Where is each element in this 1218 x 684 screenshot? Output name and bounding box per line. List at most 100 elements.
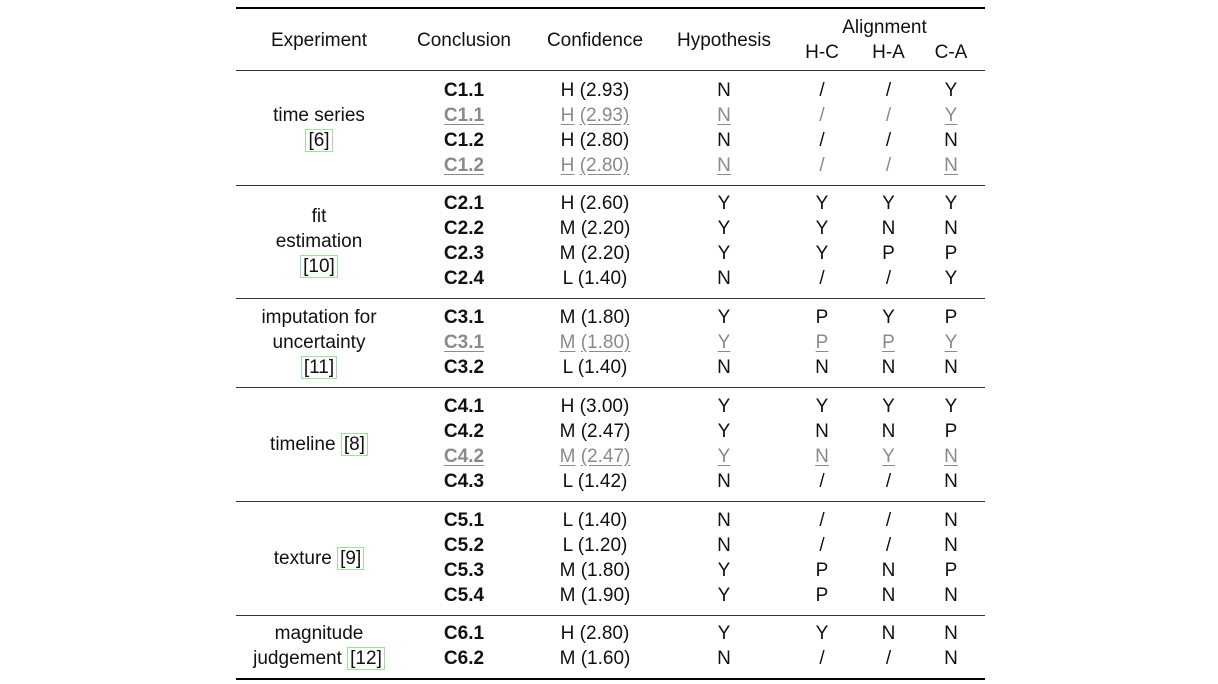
cell-hc: P xyxy=(815,560,829,581)
cell-c: C3.2 xyxy=(443,357,485,378)
experiment-name-line: uncertainty xyxy=(236,330,402,355)
cell-hc: / xyxy=(819,535,825,556)
cell-hc: P xyxy=(815,307,829,328)
cell-hc: / xyxy=(819,80,825,101)
cell-value: Y xyxy=(717,446,731,467)
cell-value: Y xyxy=(717,332,731,353)
cell-value: C1.1 xyxy=(443,105,485,126)
cell-ca: Y xyxy=(944,268,958,289)
group-rule xyxy=(236,387,985,388)
cell-value: N xyxy=(944,446,958,467)
experiment-name-text: uncertainty xyxy=(272,332,366,353)
cell-conf: M (1.80) xyxy=(559,307,631,328)
cell-ca: N xyxy=(944,623,958,644)
cell-h: N xyxy=(664,153,784,178)
cell-c: C1.2 xyxy=(402,153,526,178)
cell-h: Y xyxy=(717,243,731,264)
experiment-name-line: judgement [12] xyxy=(236,646,402,671)
confidence-level: H xyxy=(560,155,575,176)
citation-link[interactable]: [11] xyxy=(300,356,338,379)
cell-ca: Y xyxy=(944,80,958,101)
cell-c: C6.2 xyxy=(443,648,485,669)
confidence-level: M xyxy=(559,332,576,353)
experiment-citation-line: [11] xyxy=(236,355,402,380)
group-rule xyxy=(236,185,985,186)
cell-value: N xyxy=(717,155,731,176)
cell-c: C5.1 xyxy=(443,510,485,531)
experiment-label: timeline [8] xyxy=(236,432,402,457)
header-experiment: Experiment xyxy=(270,30,368,51)
cell-h: Y xyxy=(717,421,731,442)
cell-h: Y xyxy=(717,585,731,606)
cell-value: C1.2 xyxy=(443,155,485,176)
top-rule xyxy=(236,7,985,9)
cell-c: C1.2 xyxy=(443,130,485,151)
cell-c: C5.4 xyxy=(443,585,485,606)
experiment-name-line: texture [9] xyxy=(236,546,402,571)
cell-conf: H (2.93) xyxy=(526,103,664,128)
experiment-name-text: texture xyxy=(273,547,332,569)
citation-link[interactable]: [10] xyxy=(300,254,338,278)
cell-c: C1.1 xyxy=(402,103,526,128)
cell-conf: H (2.80) xyxy=(526,153,664,178)
cell-hc: N xyxy=(815,421,829,442)
cell-h: N xyxy=(717,130,731,151)
cell-c: C2.3 xyxy=(443,243,485,264)
experiment-label: texture [9] xyxy=(236,546,402,571)
cell-ha: N xyxy=(881,623,896,644)
group-rule xyxy=(236,615,985,616)
cell-h: N xyxy=(717,510,731,531)
citation-link[interactable]: [12] xyxy=(347,647,385,670)
citation-link[interactable]: [6] xyxy=(305,129,333,152)
cell-h: Y xyxy=(717,396,731,417)
cell-ca: N xyxy=(917,444,985,469)
experiment-citation-line: [10] xyxy=(236,254,402,279)
confidence-score: (2.80) xyxy=(579,155,630,176)
header-conclusion: Conclusion xyxy=(417,30,511,51)
cell-conf: M (1.80) xyxy=(559,560,631,581)
cell-ha: Y xyxy=(882,396,895,417)
cell-conf: M (2.20) xyxy=(559,218,631,239)
citation-link[interactable]: [8] xyxy=(340,432,368,456)
confidence-level: M xyxy=(559,446,576,467)
experiment-name-line: imputation for xyxy=(236,305,402,330)
group-rule xyxy=(236,501,985,502)
citation-link[interactable]: [9] xyxy=(337,546,365,570)
confidence-level: H xyxy=(560,105,575,126)
cell-conf: M (2.47) xyxy=(559,421,631,442)
cell-hc: Y xyxy=(815,218,829,239)
group-rule xyxy=(236,298,985,299)
cell-conf: H (2.80) xyxy=(560,130,630,151)
cell-hc: N xyxy=(784,444,860,469)
cell-hc: Y xyxy=(815,396,829,417)
cell-ca: Y xyxy=(917,103,985,128)
header-hc: H-C xyxy=(805,42,839,63)
cell-hc: / xyxy=(819,130,825,151)
header-hypothesis: Hypothesis xyxy=(677,30,771,51)
cell-ca: Y xyxy=(944,396,958,417)
cell-conf: H (3.00) xyxy=(560,396,630,417)
experiment-citation-line: [6] xyxy=(236,128,402,153)
cell-hc: P xyxy=(815,585,829,606)
cell-ca: N xyxy=(944,585,958,606)
experiment-name-line: fit xyxy=(236,204,402,229)
header-ca: C-A xyxy=(934,42,968,63)
cell-h: N xyxy=(664,103,784,128)
cell-ha: N xyxy=(881,357,896,378)
cell-ca: P xyxy=(944,421,958,442)
cell-ha: Y xyxy=(882,193,895,214)
experiment-name-text: estimation xyxy=(275,230,363,252)
cell-value: P xyxy=(882,332,895,353)
cell-ca: N xyxy=(944,648,958,669)
cell-hc: / xyxy=(819,268,825,289)
cell-ha: / xyxy=(885,535,892,556)
experiment-name-line: timeline [8] xyxy=(236,432,402,457)
cell-ha: / xyxy=(885,80,892,101)
cell-h: Y xyxy=(664,330,784,355)
cell-conf: M (1.90) xyxy=(559,585,631,606)
cell-h: N xyxy=(717,535,731,556)
experiment-name-line: estimation xyxy=(236,229,402,254)
cell-c: C5.2 xyxy=(443,535,485,556)
cell-c: C3.1 xyxy=(443,307,485,328)
cell-h: N xyxy=(717,268,731,289)
